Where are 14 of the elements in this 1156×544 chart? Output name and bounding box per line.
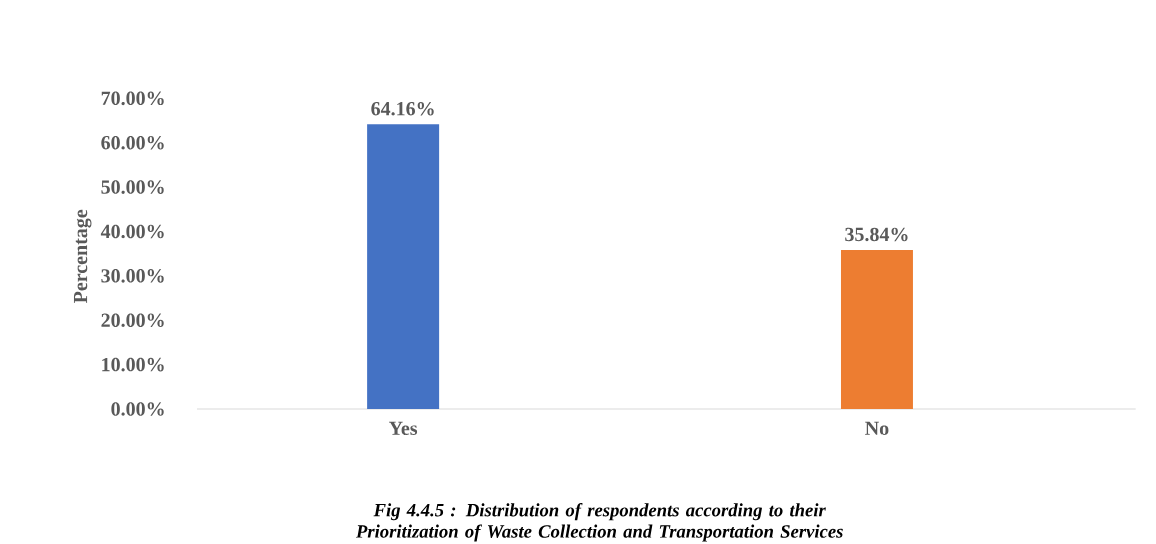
- x-tick-label: Yes: [389, 421, 418, 435]
- caption: Fig 4.4.5 : Distribution of respondents according to their Prioritization of Waste Collection and Transportation Services: [355, 503, 843, 542]
- y-tick-label: 30.00%: [101, 269, 164, 283]
- data-label: 64.16%: [371, 101, 434, 116]
- y-tick-label: 20.00%: [101, 313, 164, 328]
- x-tick-label: No: [865, 421, 889, 435]
- y-tick-label: 40.00%: [100, 224, 164, 239]
- y-axis-title: Percentage: [73, 209, 92, 304]
- data-label: 35.84%: [845, 227, 908, 242]
- y-tick-label: 0.00%: [111, 402, 164, 416]
- y-tick-label: 10.00%: [102, 357, 164, 372]
- y-tick-label: 50.00%: [101, 180, 164, 194]
- y-tick-label: 70.00%: [101, 91, 164, 106]
- y-tick-label: 60.00%: [101, 135, 164, 150]
